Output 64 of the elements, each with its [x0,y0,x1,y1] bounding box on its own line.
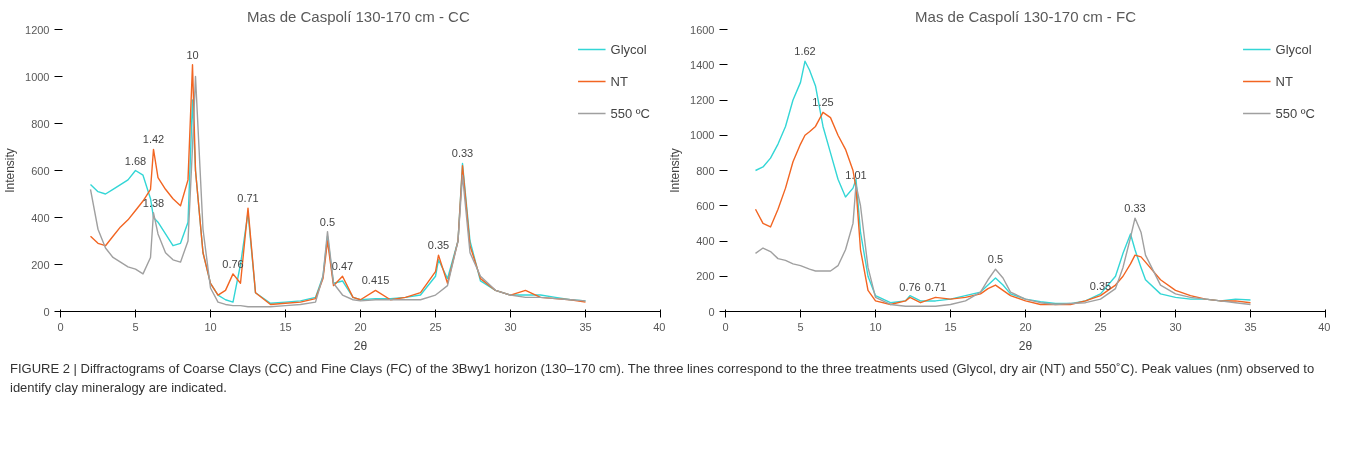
annotation: 0.71 [237,192,259,205]
y-tick-label: 200 [31,258,50,271]
x-tick-label: 5 [132,320,139,333]
legend-label: NT [1275,73,1294,89]
annotation: 0.415 [361,274,390,287]
chart-title: Mas de Caspolí 130-170 cm - CC [247,7,470,25]
y-tick-label: 1400 [690,58,715,71]
x-tick-label: 25 [429,320,442,333]
x-tick-label: 20 [1019,320,1032,333]
x-axis-title: 2θ [353,338,368,353]
x-tick-label: 25 [1094,320,1107,333]
x-tick-label: 0 [57,320,64,333]
x-tick-label: 35 [1244,320,1257,333]
y-tick-label: 800 [696,164,715,177]
x-tick-label: 30 [504,320,517,333]
x-tick-label: 10 [204,320,217,333]
annotation: 0.5 [319,215,336,228]
y-tick-label: 1600 [690,23,715,36]
x-tick-label: 20 [354,320,367,333]
x-tick-label: 40 [653,320,666,333]
x-axis-title: 2θ [1018,338,1033,353]
annotation: 0.47 [331,260,354,273]
y-tick-label: 800 [31,117,50,130]
legend-label: 550 ºC [610,105,650,121]
x-tick-label: 35 [579,320,592,333]
annotation: 0.35 [427,239,450,252]
y-tick-label: 1000 [690,129,715,142]
annotation: 0.33 [1124,202,1146,215]
x-tick-label: 10 [869,320,882,333]
annotation: 0.5 [987,253,1004,266]
legend-label: Glycol [610,41,647,57]
y-tick-label: 1000 [25,70,50,83]
y-tick-label: 1200 [25,23,50,36]
y-tick-label: 1200 [690,94,715,106]
caption: FIGURE 2 | Diffractograms of Coarse Clays (CC) and Fine Clays (FC) of the 3Bwy1 horizon (130–170 cm). The three lines correspond to the three treatments used (Glycol, dry air (NT) and 550˚C). Peak values (nm) observed to identify clay mineralogy are indicated. [10,360,1316,397]
legend-label: Glycol [1275,41,1312,57]
annotation: 0.76 [899,281,921,294]
annotation: 0.71 [924,281,947,294]
y-tick-label: 0 [708,305,715,318]
x-tick-label: 15 [279,320,292,333]
x-tick-label: 0 [722,320,729,333]
x-tick-label: 40 [1318,320,1331,333]
annotation: 10 [186,48,199,61]
annotation: 1.68 [124,154,147,167]
annotation: 1.42 [142,133,165,146]
chart-title: Mas de Caspolí 130-170 cm - FC [915,7,1137,25]
annotation: 1.62 [794,45,816,58]
line-series [754,183,1252,307]
line-series [754,60,1252,305]
x-tick-label: 5 [797,320,804,333]
y-axis-title: Intensity [668,148,683,193]
legend-label: NT [610,73,629,89]
legend-label: 550 ºC [1275,105,1315,121]
y-tick-label: 0 [43,305,50,318]
y-tick-label: 600 [696,199,715,212]
x-tick-label: 15 [944,320,957,333]
y-tick-label: 200 [696,270,715,283]
y-tick-label: 400 [31,211,50,224]
y-tick-label: 400 [696,235,715,247]
line-series [754,111,1252,306]
annotation: 0.33 [451,147,474,160]
y-axis-title: Intensity [3,148,18,193]
y-tick-label: 600 [31,164,50,177]
x-tick-label: 30 [1169,320,1182,333]
